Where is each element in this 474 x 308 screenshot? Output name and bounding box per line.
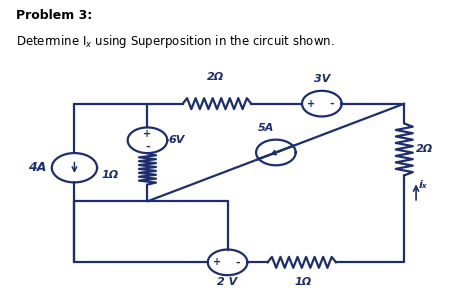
Text: 6V: 6V bbox=[169, 135, 185, 145]
Text: -: - bbox=[330, 99, 335, 109]
Text: 2Ω: 2Ω bbox=[207, 72, 224, 82]
Text: +: + bbox=[308, 99, 316, 109]
Text: 5A: 5A bbox=[258, 123, 274, 133]
Text: -: - bbox=[236, 257, 240, 267]
Text: 2Ω: 2Ω bbox=[416, 144, 433, 154]
Text: Problem 3:: Problem 3: bbox=[16, 9, 92, 22]
Text: 1Ω: 1Ω bbox=[294, 277, 311, 287]
Text: iₓ: iₓ bbox=[419, 180, 427, 189]
Text: 3V: 3V bbox=[314, 74, 330, 84]
Text: +: + bbox=[213, 257, 221, 267]
Text: 2 V: 2 V bbox=[218, 277, 237, 287]
Text: Determine I$_x$ using Superposition in the circuit shown.: Determine I$_x$ using Superposition in t… bbox=[16, 34, 334, 51]
Text: +: + bbox=[144, 129, 152, 139]
Text: -: - bbox=[145, 142, 150, 152]
Text: 4A: 4A bbox=[27, 161, 46, 174]
Text: 1Ω: 1Ω bbox=[102, 170, 119, 180]
